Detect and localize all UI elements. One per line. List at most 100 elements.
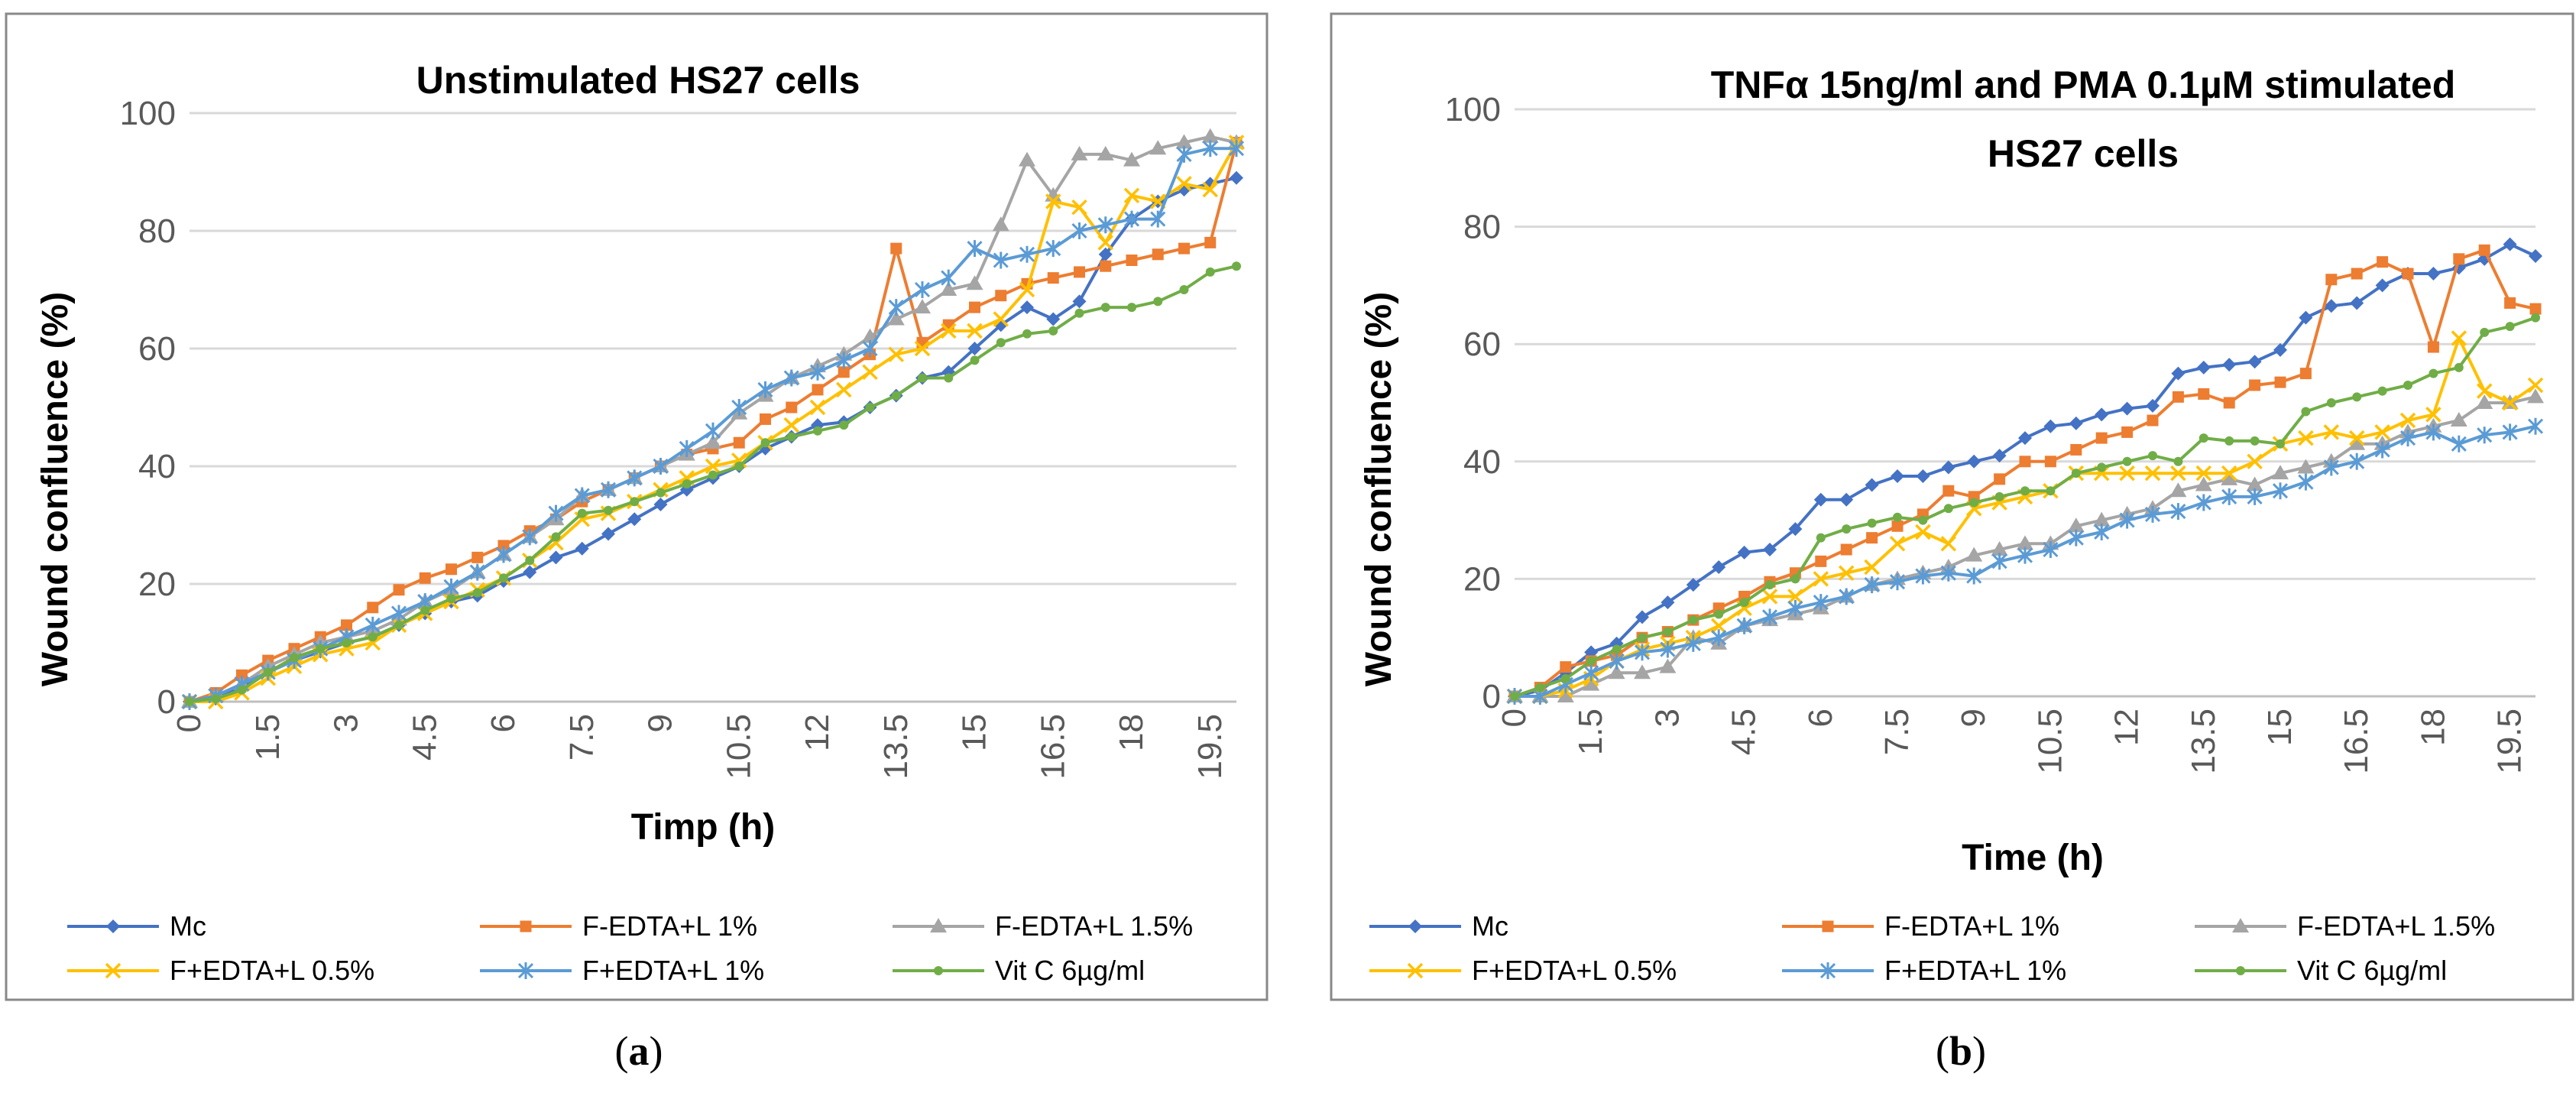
panel-b-legend-label: F+EDTA+L 0.5% xyxy=(1472,955,1677,986)
panel-b-series-5-point xyxy=(1790,574,1800,584)
panel-a-legend-marker xyxy=(106,919,120,933)
panel-a-series-0-point xyxy=(627,512,642,527)
caption-b: (b) xyxy=(1936,1028,1986,1074)
panel-a-series-1-point xyxy=(1047,272,1059,284)
panel-b-series-0-point xyxy=(2324,299,2338,313)
panel-b-series-4-point xyxy=(1889,573,1906,591)
panel-a-y-tick-label: 0 xyxy=(157,683,176,721)
panel-a-legend-item: Mc xyxy=(67,910,206,942)
panel-b-series-3-point xyxy=(2399,412,2416,429)
panel-b-series-1-point xyxy=(1994,473,2006,485)
panel-a-series-4-point xyxy=(390,605,407,622)
panel-b-series-2-point xyxy=(2348,435,2366,450)
panel-b-legend-label: F-EDTA+L 1.5% xyxy=(2297,910,2495,942)
panel-b-x-tick-label: 15 xyxy=(2261,709,2299,746)
panel-b-series-5-point xyxy=(1994,491,2004,501)
panel-b-series-2-point xyxy=(2195,476,2212,491)
panel-b-series-0-point xyxy=(2120,401,2134,416)
caption-a-close: ) xyxy=(650,1028,663,1074)
panel-b-y-tick-label: 0 xyxy=(1482,678,1501,715)
caption-a-letter: a xyxy=(629,1028,650,1074)
panel-b-x-tick-label: 18 xyxy=(2414,709,2451,746)
panel-b-series-2-point xyxy=(2017,535,2033,550)
panel-b-series-1-point xyxy=(2377,256,2389,268)
panel-a-series-5-point xyxy=(1205,267,1215,277)
panel-a-x-tick-label: 10.5 xyxy=(720,714,757,780)
panel-a-x-tick-label: 6 xyxy=(484,714,522,732)
panel-b-series-3-point xyxy=(1710,618,1727,634)
panel-b-series-3-point xyxy=(2476,383,2493,399)
panel-a-series-3-point xyxy=(548,534,564,551)
panel-a-series-3-point xyxy=(1045,193,1061,209)
panel-a-series-5-point xyxy=(1232,261,1241,271)
panel-a-series-2-point xyxy=(1097,145,1114,161)
panel-b-series-0-point xyxy=(1788,522,1803,537)
panel-b-series-2-point xyxy=(2297,459,2315,474)
panel-b-series-4-point xyxy=(2477,426,2493,444)
panel-b-series-3-point xyxy=(2119,465,2135,482)
panel-a-x-tick-label: 16.5 xyxy=(1034,714,1071,780)
panel-b-legend-item: F-EDTA+L 1.5% xyxy=(2195,910,2495,942)
panel-a-series-5-point xyxy=(420,605,430,615)
panel-a-series-4-point xyxy=(548,504,564,522)
panel-b-series-1-point xyxy=(2274,376,2286,388)
panel-b-legend-label: F-EDTA+L 1% xyxy=(1884,910,2059,942)
panel-b-legend-marker xyxy=(2236,966,2245,975)
panel-a-series-5-point xyxy=(316,644,326,654)
panel-b-series-5-point xyxy=(2224,436,2234,446)
panel-b-series-1-point xyxy=(2351,268,2363,280)
panel-b-series-1-point xyxy=(2478,244,2490,256)
panel-b-series-3-point xyxy=(2425,407,2442,423)
panel-b-legend-item: Mc xyxy=(1369,910,1508,942)
panel-a-y-tick-label: 40 xyxy=(138,448,176,485)
panel-a-series-3-point xyxy=(705,458,721,475)
panel-b-series-4-point xyxy=(1915,567,1931,585)
panel-a-x-axis-title: Timp (h) xyxy=(631,807,775,848)
panel-a-series-1-point xyxy=(760,413,771,425)
panel-b-series-1-point xyxy=(2529,303,2542,315)
panel-a-series-4 xyxy=(181,140,1245,710)
panel-b-series-0-point xyxy=(2095,407,2109,422)
panel-a-series-1-point xyxy=(236,669,248,681)
panel-a-y-axis-title: Wound confluence (%) xyxy=(35,292,76,686)
panel-a-series-3-point xyxy=(731,452,747,469)
panel-a-legend: Mc F-EDTA+L 1% F-EDTA+L 1.5% F+EDTA+L 0.5% F… xyxy=(67,910,1193,986)
panel-b-series-0-point xyxy=(2171,366,2186,381)
panel-b-series-1-point xyxy=(2402,268,2414,280)
panel-b-series-5-point xyxy=(1867,518,1877,528)
panel-b-series-4-point xyxy=(1991,553,2007,570)
panel-b-series-3-point xyxy=(2144,465,2161,482)
panel-a-series-5-point xyxy=(1074,308,1084,318)
panel-a-series-4-point xyxy=(705,422,721,439)
panel-a-series-5 xyxy=(185,261,1241,706)
panel-a-series-4-point xyxy=(809,363,826,381)
panel-b-series-5-point xyxy=(2046,486,2056,496)
panel-b-series-2-point xyxy=(1557,688,1574,702)
panel-a-series-2-point xyxy=(887,310,905,326)
panel-b-series-5-point xyxy=(2505,322,2515,332)
panel-a-series-3-point xyxy=(783,417,799,433)
panel-b-x-tick-label: 16.5 xyxy=(2338,709,2375,774)
panel-b-x-tick-label: 6 xyxy=(1802,709,1839,727)
panel-b-series-4-point xyxy=(2119,511,2135,529)
panel-b-series-4-point xyxy=(1711,629,1727,647)
panel-a-series-5-point xyxy=(970,355,980,365)
panel-b-series-3-point xyxy=(2502,394,2518,411)
panel-b-series-0-point xyxy=(2350,296,2364,310)
panel-a-series-0-point xyxy=(575,541,589,556)
panel-a-series-2-point xyxy=(1201,128,1219,143)
panel-b-legend-marker xyxy=(1407,962,1424,979)
panel-b-series-1-point xyxy=(2453,253,2465,265)
panel-b-series-4-point xyxy=(1813,594,1829,611)
panel-a-series-3-point xyxy=(914,340,931,357)
panel-b-series-4-point xyxy=(2043,541,2059,558)
panel-b-series-3-point xyxy=(1761,589,1778,605)
panel-b-series-4-point xyxy=(1609,652,1625,670)
panel-b-series-2-point xyxy=(1659,658,1677,673)
panel-a-series-3-point xyxy=(967,323,983,339)
panel-b-series-3-point xyxy=(1889,536,1906,552)
panel-b-series-4-point xyxy=(2272,482,2289,500)
panel-a-y-tick-label: 20 xyxy=(138,566,176,603)
panel-a-series-2-point xyxy=(1175,134,1193,149)
panel-a-series-4-point xyxy=(967,240,983,258)
